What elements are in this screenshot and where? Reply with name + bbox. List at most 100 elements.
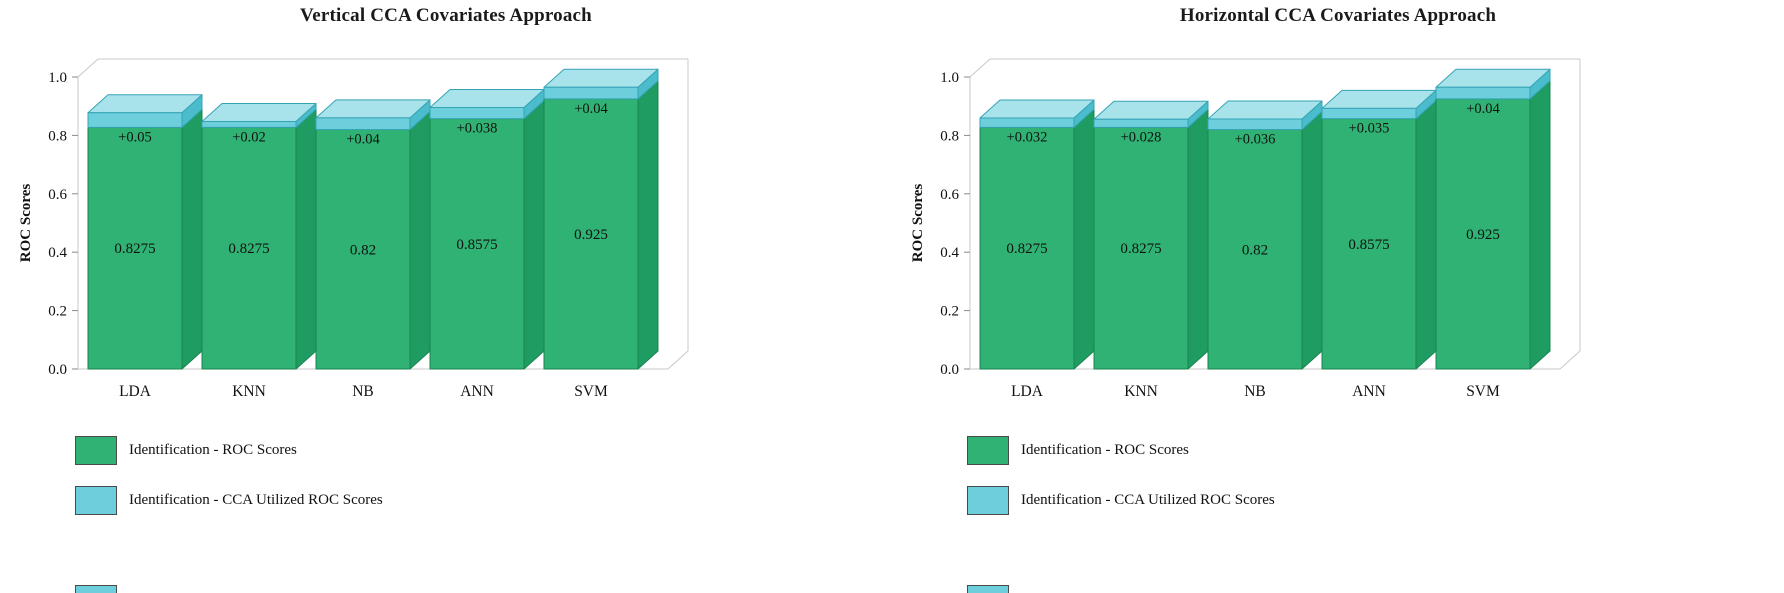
legend-swatch-cropped	[967, 585, 1009, 593]
bar-top-cca	[979, 99, 1095, 119]
chart-title: Vertical CCA Covariates Approach	[300, 5, 592, 26]
legend-item: Identification - ROC Scores	[967, 436, 1275, 465]
y-tick-label: 0.2	[48, 304, 67, 320]
bar-top-cca	[1321, 89, 1437, 109]
y-axis-title: ROC Scores	[910, 184, 926, 263]
x-axis-label: LDA	[1011, 383, 1044, 400]
bar-top-cca	[543, 68, 659, 88]
bar-value-label: 0.82	[350, 242, 376, 258]
y-tick-label: 1.0	[48, 70, 67, 86]
y-tick-label: 0.8	[940, 128, 959, 144]
bar-value-label: 0.8575	[456, 237, 497, 253]
legend-item: Identification - CCA Utilized ROC Scores	[75, 486, 383, 515]
bar-front-cca	[1207, 118, 1303, 131]
bar-value-label: 0.925	[1466, 227, 1500, 243]
bar-front-cca	[1093, 118, 1189, 128]
bar-increment-label: +0.032	[1007, 129, 1048, 145]
legend-label-cca: Identification - CCA Utilized ROC Scores	[1021, 492, 1275, 508]
bar-value-label: 0.925	[574, 227, 608, 243]
legend-swatch-cca	[967, 486, 1009, 515]
frame-line	[969, 58, 991, 78]
bar-side-roc	[409, 111, 431, 370]
legend: Identification - ROC Scores Identificati…	[967, 436, 1275, 536]
bar-front-cca	[979, 117, 1075, 128]
legend-swatch-cca	[75, 486, 117, 515]
bar-increment-label: +0.028	[1121, 129, 1162, 145]
bar-increment-label: +0.02	[232, 129, 266, 145]
bar-front-cca	[429, 107, 525, 120]
bar-increment-label: +0.04	[574, 101, 608, 117]
x-axis-label: NB	[352, 383, 374, 400]
bar-top-cca	[429, 89, 545, 109]
legend-swatch-roc	[75, 436, 117, 465]
legend-swatch-cropped	[75, 585, 117, 593]
bar-front-cca	[543, 86, 639, 100]
legend-item: Identification - ROC Scores	[75, 436, 383, 465]
chart-canvas: 0.0 0.2 0.4 0.6 0.8 1.0 ROC Scores +0.05 0.8275 L…	[18, 58, 689, 400]
y-tick-label: 0.2	[940, 304, 959, 320]
x-axis-label: KNN	[232, 383, 266, 400]
x-axis-label: SVM	[574, 383, 608, 400]
bar-top-cca	[1093, 100, 1209, 120]
panel-horizontal-cca: Horizontal CCA Covariates Approach 0.0 0.…	[892, 0, 1784, 593]
legend-label-cca: Identification - CCA Utilized ROC Scores	[129, 492, 383, 508]
bar-value-label: 0.8575	[1348, 237, 1389, 253]
legend-item: Identification - CCA Utilized ROC Scores	[967, 486, 1275, 515]
bar-side-roc	[181, 108, 203, 370]
bar-value-label: 0.8275	[114, 241, 155, 257]
bar-side-roc	[1073, 108, 1095, 370]
bar-top-cca	[1207, 100, 1323, 120]
chart-title: Horizontal CCA Covariates Approach	[1179, 5, 1497, 26]
legend: Identification - ROC Scores Identificati…	[75, 436, 383, 536]
bar-side-roc	[295, 108, 317, 370]
x-axis-label: ANN	[460, 383, 494, 400]
bar-value-label: 0.8275	[1120, 241, 1161, 257]
y-tick-label: 0.4	[48, 245, 67, 261]
chart-canvas: 0.0 0.2 0.4 0.6 0.8 1.0 ROC Scores +0.032 0.8275…	[910, 58, 1581, 400]
bar-increment-label: +0.038	[457, 121, 498, 137]
bar-side-roc	[637, 80, 659, 370]
bar-front-cca	[87, 112, 183, 128]
y-tick-label: 0.8	[48, 128, 67, 144]
y-axis-title: ROC Scores	[18, 184, 34, 263]
bar-top-cca	[201, 103, 317, 123]
y-tick-label: 0.6	[48, 187, 67, 203]
bar-front-cca	[315, 117, 411, 131]
bar-value-label: 0.8275	[228, 241, 269, 257]
legend-swatch-roc	[967, 436, 1009, 465]
bar-top-cca	[87, 94, 203, 114]
x-axis-label: SVM	[1466, 383, 1500, 400]
bar-increment-label: +0.05	[118, 129, 152, 145]
bar-value-label: 0.82	[1242, 242, 1268, 258]
bar-side-roc	[523, 100, 545, 370]
bar-front-cca	[1435, 86, 1531, 100]
legend-label-roc: Identification - ROC Scores	[129, 442, 297, 458]
legend-label-roc: Identification - ROC Scores	[1021, 442, 1189, 458]
x-axis-label: LDA	[119, 383, 152, 400]
x-axis-label: KNN	[1124, 383, 1158, 400]
frame-line	[77, 58, 99, 78]
bar-side-roc	[1529, 80, 1551, 370]
bar-top-cca	[1435, 68, 1551, 88]
x-axis-label: NB	[1244, 383, 1266, 400]
bar-side-roc	[1187, 108, 1209, 370]
bar-side-roc	[1301, 111, 1323, 370]
bar-front-cca	[1321, 107, 1417, 120]
bar-increment-label: +0.036	[1235, 132, 1276, 148]
bar-side-roc	[1415, 100, 1437, 370]
bar-increment-label: +0.035	[1349, 121, 1390, 137]
bar-value-label: 0.8275	[1006, 241, 1047, 257]
frame-line	[667, 350, 689, 370]
bar-increment-label: +0.04	[346, 132, 380, 148]
y-tick-label: 0.6	[940, 187, 959, 203]
y-tick-label: 1.0	[940, 70, 959, 86]
panel-vertical-cca: Vertical CCA Covariates Approach 0.0 0.2 0…	[18, 5, 689, 593]
bar-front-cca	[201, 121, 297, 128]
bar-increment-label: +0.04	[1466, 101, 1500, 117]
y-tick-label: 0.0	[940, 362, 959, 378]
x-axis-label: ANN	[1352, 383, 1386, 400]
frame-line	[1559, 350, 1581, 370]
bar-top-cca	[315, 99, 431, 119]
y-tick-label: 0.0	[48, 362, 67, 378]
